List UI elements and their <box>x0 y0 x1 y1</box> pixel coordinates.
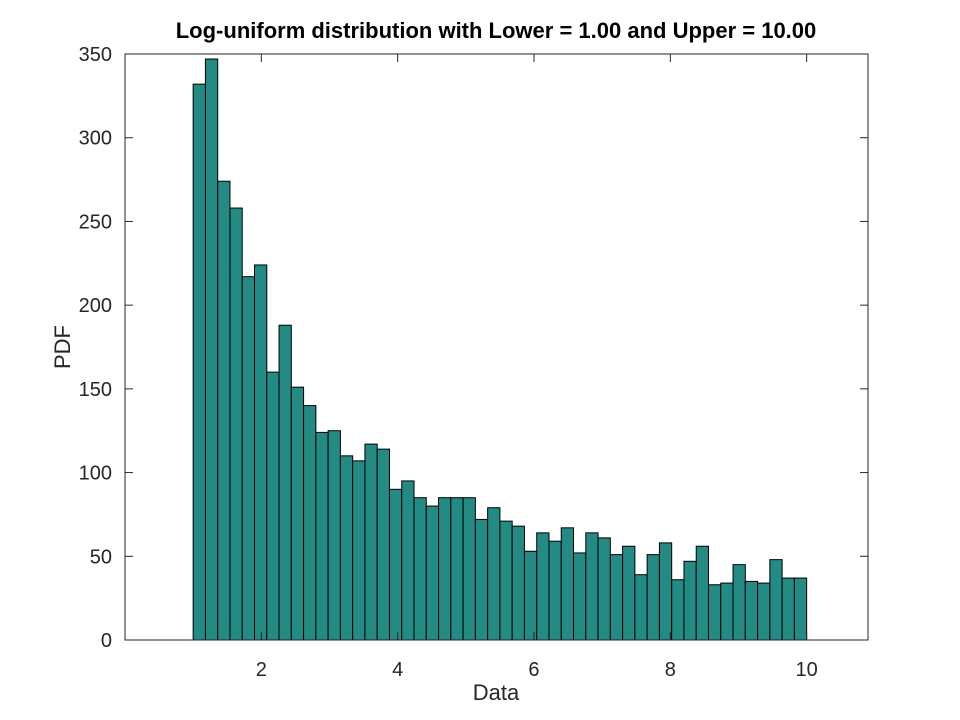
histogram-bar <box>757 582 771 641</box>
x-tick-label: 4 <box>392 659 403 681</box>
histogram-bar <box>695 545 709 641</box>
histogram-bar <box>290 386 305 641</box>
histogram-bar <box>474 518 489 641</box>
chart-title: Log-uniform distribution with Lower = 1.… <box>176 18 817 43</box>
y-tick-label: 200 <box>79 295 112 317</box>
histogram-bar <box>744 580 759 641</box>
plot-frame <box>124 53 869 641</box>
histogram-bar <box>425 505 440 641</box>
histogram-bar <box>622 545 636 641</box>
histogram-bar <box>315 431 329 641</box>
histogram-bar <box>585 532 599 641</box>
histogram-bar <box>536 532 550 641</box>
histogram-bar <box>450 497 464 641</box>
x-tick-label: 2 <box>256 659 267 681</box>
histogram-bar <box>413 497 427 641</box>
histogram-bar <box>192 83 206 641</box>
histogram-bar <box>352 460 366 641</box>
histogram-bar <box>573 552 587 641</box>
x-tick-label: 6 <box>528 659 539 681</box>
histogram-bar <box>683 560 697 641</box>
histogram-bar <box>278 324 292 641</box>
histogram-bar <box>560 527 575 641</box>
histogram-bar <box>646 554 660 641</box>
histogram-bar <box>511 525 525 641</box>
histogram-bar <box>523 550 538 641</box>
histogram-bar <box>266 371 280 641</box>
histogram-bar <box>229 207 243 641</box>
histogram-bar <box>671 579 685 641</box>
histogram-bar <box>217 180 231 641</box>
x-axis-label: Data <box>473 680 520 705</box>
histogram-bar <box>707 584 722 641</box>
histogram-bar <box>720 582 734 641</box>
histogram-bar <box>499 520 513 641</box>
y-tick-label: 0 <box>101 630 112 652</box>
histogram-bar <box>781 577 795 641</box>
histogram-bar <box>364 443 378 641</box>
histogram-bar <box>487 507 501 641</box>
histogram-bar <box>388 488 403 641</box>
y-axis-label: PDF <box>50 325 75 369</box>
histogram-bar <box>204 58 219 641</box>
y-tick-label: 50 <box>90 546 112 568</box>
histogram-bar <box>303 405 317 641</box>
histogram-bar <box>438 497 452 641</box>
bars-group <box>192 58 808 641</box>
histogram-bar <box>241 276 256 641</box>
histogram-bar <box>769 559 783 641</box>
histogram-bar <box>339 455 354 641</box>
y-tick-label: 150 <box>79 379 112 401</box>
histogram-bar <box>401 480 415 641</box>
y-tick-label: 250 <box>79 211 112 233</box>
y-tick-label: 300 <box>79 128 112 150</box>
x-tick-label: 8 <box>665 659 676 681</box>
histogram-bar <box>548 540 562 641</box>
histogram-bar <box>658 542 673 641</box>
histogram-bar <box>376 448 390 641</box>
histogram-bar <box>609 554 624 641</box>
histogram-bar <box>327 430 341 641</box>
histogram-bar <box>793 577 808 641</box>
y-tick-label: 100 <box>79 463 112 485</box>
histogram-bar <box>732 564 746 641</box>
histogram-bar <box>254 264 268 641</box>
histogram-bar <box>462 497 476 641</box>
x-tick-label: 10 <box>796 659 818 681</box>
y-tick-label: 350 <box>79 44 112 66</box>
histogram-bar <box>597 537 611 641</box>
histogram-bar <box>634 574 648 641</box>
